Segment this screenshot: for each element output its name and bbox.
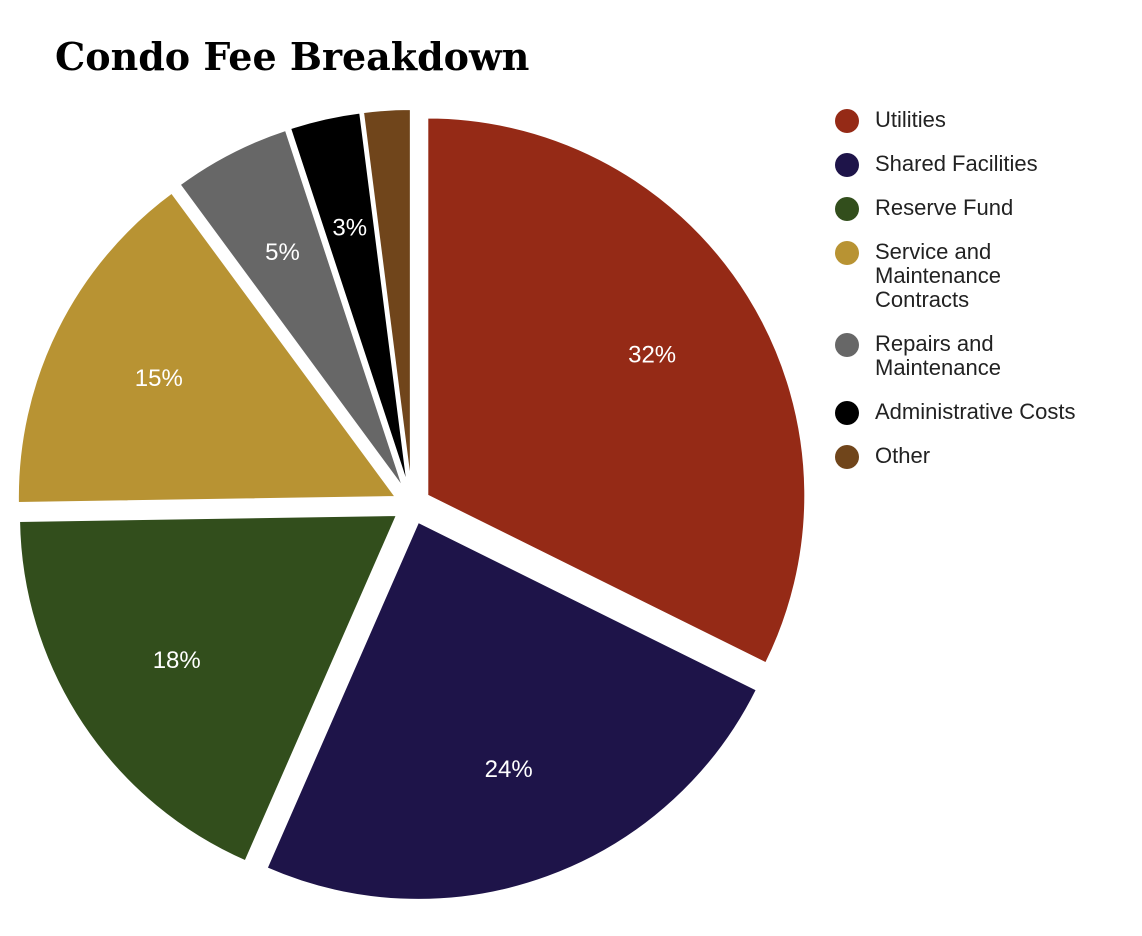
pie-slice-reserve-fund — [18, 513, 399, 863]
slice-label-reserve-fund: 18% — [153, 647, 201, 674]
legend-label: Reserve Fund — [875, 195, 1013, 220]
legend: Utilities Shared Facilities Reserve Fund Se… — [835, 107, 1076, 469]
legend-swatch — [835, 153, 859, 177]
legend-label: Other — [875, 443, 930, 468]
legend-label: Utilities — [875, 107, 946, 132]
pie-slices — [16, 108, 807, 901]
slice-label-administrative-costs: 3% — [332, 215, 367, 242]
slice-label-repairs-and-maintenance: 5% — [265, 239, 300, 266]
slice-labels: 32% 24% 18% 15% 5% 3% — [135, 215, 676, 783]
pie-slice-service-and-maintenance-contracts — [16, 191, 398, 505]
legend-swatch — [835, 241, 859, 265]
legend-swatch — [835, 401, 859, 425]
slice-label-shared-facilities: 24% — [485, 756, 533, 783]
legend-item-administrative-costs: Administrative Costs — [835, 399, 1076, 425]
chart-title: Condo Fee Breakdown — [55, 34, 529, 79]
legend-item-shared-facilities: Shared Facilities — [835, 151, 1038, 177]
legend-swatch — [835, 445, 859, 469]
pie-slice-utilities — [426, 116, 807, 665]
legend-item-other: Other — [835, 443, 930, 469]
legend-swatch — [835, 333, 859, 357]
legend-item-repairs-and-maintenance: Repairs and Maintenance — [835, 331, 1001, 380]
slice-label-service-and-maintenance-contracts: 15% — [135, 365, 183, 392]
legend-label: Administrative Costs — [875, 399, 1076, 424]
legend-label: Shared Facilities — [875, 151, 1038, 176]
legend-label: Service and Maintenance Contracts — [875, 239, 1001, 312]
legend-swatch — [835, 197, 859, 221]
pie-slice-repairs-and-maintenance — [178, 128, 405, 490]
pie-slice-administrative-costs — [288, 111, 410, 488]
legend-item-service-and-maintenance-contracts: Service and Maintenance Contracts — [835, 239, 1001, 312]
legend-swatch — [835, 109, 859, 133]
slice-label-utilities: 32% — [628, 341, 676, 368]
pie-slice-other — [361, 108, 412, 488]
legend-item-reserve-fund: Reserve Fund — [835, 195, 1013, 221]
pie-slice-shared-facilities — [265, 520, 759, 901]
legend-label: Repairs and Maintenance — [875, 331, 1001, 380]
legend-item-utilities: Utilities — [835, 107, 946, 133]
